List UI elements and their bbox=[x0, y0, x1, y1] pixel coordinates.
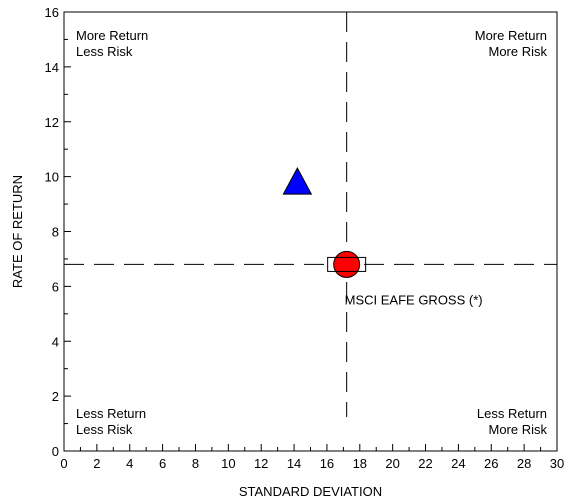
x-tick-label: 26 bbox=[484, 456, 498, 471]
triangle-marker bbox=[282, 167, 313, 195]
quadrant-label-top-right: More Risk bbox=[488, 44, 547, 59]
quadrant-label-top-left: Less Risk bbox=[76, 44, 133, 59]
quadrant-label-bottom-left: Less Return bbox=[76, 406, 146, 421]
quadrant-label-bottom-right: Less Return bbox=[477, 406, 547, 421]
quadrant-label-top-left: More Return bbox=[76, 28, 148, 43]
crosshair-lines bbox=[64, 12, 557, 417]
circle-marker bbox=[333, 250, 361, 278]
y-axis-title: RATE OF RETURN bbox=[10, 175, 25, 288]
x-tick-label: 14 bbox=[287, 456, 301, 471]
axes bbox=[63, 11, 558, 452]
plot-frame bbox=[63, 11, 558, 452]
quadrant-label-bottom-left: Less Risk bbox=[76, 422, 133, 437]
labels: STANDARD DEVIATION RATE OF RETURN More Ret… bbox=[10, 28, 547, 499]
x-tick-label: 0 bbox=[60, 456, 67, 471]
x-tick-label: 28 bbox=[517, 456, 531, 471]
x-tick-label: 20 bbox=[385, 456, 399, 471]
x-tick-label: 10 bbox=[221, 456, 235, 471]
x-tick-label: 24 bbox=[451, 456, 465, 471]
y-tick-label: 0 bbox=[52, 444, 59, 459]
benchmark-annotation: MSCI EAFE GROSS (*) bbox=[345, 292, 483, 307]
y-tick-label: 4 bbox=[52, 334, 59, 349]
x-axis-title: STANDARD DEVIATION bbox=[239, 484, 382, 499]
y-tick-label: 10 bbox=[45, 170, 59, 185]
x-tick-label: 12 bbox=[254, 456, 268, 471]
x-tick-label: 18 bbox=[353, 456, 367, 471]
x-tick-label: 2 bbox=[93, 456, 100, 471]
x-tick-label: 8 bbox=[192, 456, 199, 471]
y-tick-label: 14 bbox=[45, 60, 59, 75]
x-tick-label: 22 bbox=[418, 456, 432, 471]
x-tick-label: 30 bbox=[550, 456, 564, 471]
square-marker bbox=[327, 256, 367, 272]
data-marks bbox=[282, 167, 367, 278]
x-tick-label: 6 bbox=[159, 456, 166, 471]
quadrant-label-bottom-right: More Risk bbox=[488, 422, 547, 437]
x-tick-label: 4 bbox=[126, 456, 133, 471]
quadrant-label-top-right: More Return bbox=[475, 28, 547, 43]
y-tick-label: 12 bbox=[45, 115, 59, 130]
y-tick-label: 6 bbox=[52, 279, 59, 294]
y-tick-label: 2 bbox=[52, 389, 59, 404]
y-tick-label: 8 bbox=[52, 225, 59, 240]
x-tick-label: 16 bbox=[320, 456, 334, 471]
y-tick-label: 16 bbox=[45, 5, 59, 20]
